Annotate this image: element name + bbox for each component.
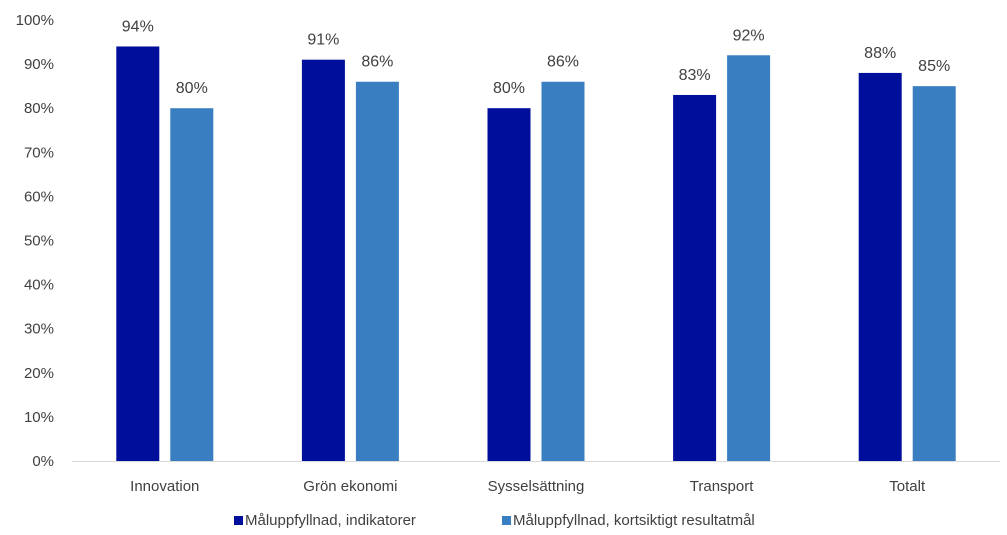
data-label: 86% [547,54,579,71]
data-label: 80% [176,80,208,97]
legend-label: Måluppfyllnad, indikatorer [245,512,416,529]
bar-resultatmal [355,81,399,462]
bar-indikatorer [858,72,902,462]
x-tick-label: Sysselsättning [488,478,585,495]
data-label: 86% [361,54,393,71]
y-tick-label: 60% [24,188,54,205]
data-labels: 94% 80% 91% 86% 80% 86% 83% 92% 88% 85% [122,18,950,97]
bar-indikatorer [116,46,160,462]
data-label: 94% [122,18,154,35]
x-tick-label: Totalt [889,478,926,495]
y-tick-label: 30% [24,321,54,338]
bar-resultatmal [541,81,585,462]
y-tick-label: 0% [32,453,54,470]
legend-label: Måluppfyllnad, kortsiktigt resultatmål [513,512,755,529]
data-label: 85% [918,58,950,75]
y-tick-label: 50% [24,233,54,250]
x-tick-label: Grön ekonomi [303,478,397,495]
legend-swatch [502,516,511,525]
y-tick-label: 70% [24,144,54,161]
x-tick-label: Transport [690,478,754,495]
bars [116,46,956,462]
y-tick-label: 90% [24,56,54,73]
y-tick-label: 80% [24,100,54,117]
data-label: 80% [493,80,525,97]
x-axis: Innovation Grön ekonomi Sysselsättning Tran… [130,478,926,495]
data-label: 83% [679,67,711,84]
bar-resultatmal [727,55,771,461]
bar-indikatorer [487,108,531,461]
bar-indikatorer [673,94,717,461]
bar-resultatmal [170,108,214,461]
data-label: 88% [864,45,896,62]
data-label: 91% [307,32,339,49]
y-axis: 0% 10% 20% 30% 40% 50% 60% 70% 80% 90% 100% [16,12,54,470]
bar-indikatorer [301,59,345,461]
bar-resultatmal [912,86,956,462]
y-tick-label: 20% [24,365,54,382]
legend-swatch [234,516,243,525]
x-tick-label: Innovation [130,478,199,495]
y-tick-label: 10% [24,409,54,426]
y-tick-label: 40% [24,277,54,294]
data-label: 92% [733,27,765,44]
legend: Måluppfyllnad, indikatorer Måluppfyllnad,… [234,512,755,529]
y-tick-label: 100% [16,12,54,29]
